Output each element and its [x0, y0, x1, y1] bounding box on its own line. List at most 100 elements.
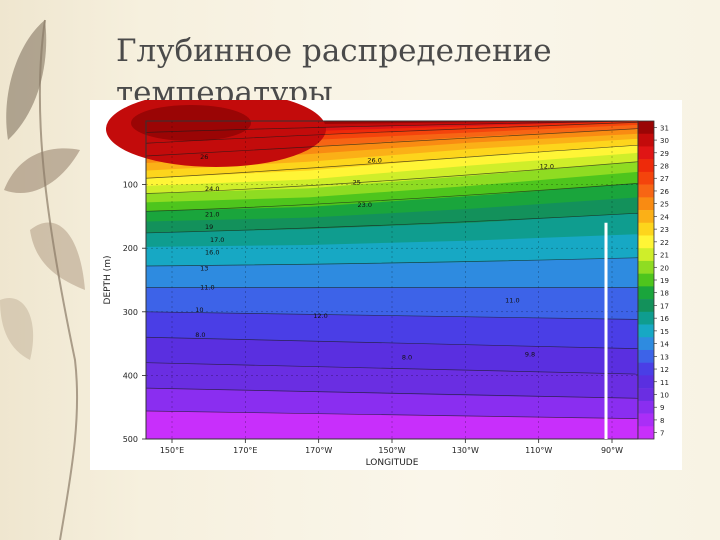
- colorbar-tick-label: 28: [660, 163, 669, 171]
- contour-line: [145, 362, 639, 375]
- colorbar-tick-label: 29: [660, 150, 669, 158]
- contour-line: [145, 121, 639, 144]
- colorbar-tick-label: 22: [660, 239, 669, 247]
- colorbar-swatch: [638, 273, 654, 287]
- x-tick-label: 110°W: [525, 446, 552, 455]
- x-tick-label: 90°W: [601, 446, 623, 455]
- colorbar-swatch: [638, 413, 654, 427]
- colorbar-swatch: [638, 311, 654, 325]
- colorbar-swatch: [638, 349, 654, 363]
- colorbar-tick-label: 27: [660, 175, 669, 183]
- y-tick-label: 300: [123, 308, 138, 317]
- colorbar-frame: [637, 120, 655, 440]
- colorbar-swatch: [638, 222, 654, 236]
- contour-label: 9.8: [525, 350, 535, 358]
- colorbar-swatch: [638, 197, 654, 211]
- warm-pool-core: [131, 105, 251, 141]
- temperature-depth-chart: 26 26.0 25 24.0 23.0 21.0 19 17.0 16.0 13 12.0 11.0…: [103, 91, 669, 468]
- leaf-shape: [0, 298, 34, 360]
- colorbar-swatch: [638, 171, 654, 185]
- colorbar-tick-label: 15: [660, 328, 669, 336]
- colorbar-tick-label: 8: [660, 417, 664, 425]
- x-tick-label: 170°E: [233, 446, 257, 455]
- leaf-shape: [30, 222, 85, 290]
- colorbar-swatch: [638, 362, 654, 376]
- colorbar-swatch: [638, 184, 654, 198]
- colorbar-tick-label: 9: [660, 404, 664, 412]
- colorbar-tick-label: 10: [660, 391, 669, 399]
- contour-label: 16.0: [205, 249, 219, 257]
- colorbar-swatch: [638, 299, 654, 313]
- colorbar-tick-label: 24: [660, 213, 669, 221]
- contour-line: [145, 336, 639, 350]
- y-tick-label: 400: [123, 371, 138, 380]
- contour-label: 10: [195, 306, 203, 314]
- colorbar-tick-label: 31: [660, 124, 669, 132]
- plot-gridlines: [146, 121, 638, 440]
- colorbar-swatch: [638, 426, 654, 440]
- colorbar-tick-label: 21: [660, 252, 669, 260]
- leaf-shape: [6, 20, 47, 140]
- contour-label: 25: [353, 179, 361, 187]
- contour-label: 23.0: [358, 201, 372, 209]
- colorbar-swatch: [638, 286, 654, 300]
- y-tick-label: 200: [123, 244, 138, 253]
- contour-line: [145, 410, 639, 419]
- contour-line: [145, 120, 639, 133]
- colorbar-tick-label: 14: [660, 341, 669, 349]
- colorbar-tick-label: 19: [660, 277, 669, 285]
- leaf-shape: [4, 148, 80, 194]
- colorbar-tick-label: 26: [660, 188, 669, 196]
- contour-line: [145, 257, 639, 267]
- colorbar-swatch: [638, 375, 654, 389]
- contour-label: 8.0: [402, 354, 412, 362]
- colorbar-swatch: [638, 235, 654, 249]
- colorbar-swatch: [638, 121, 654, 135]
- colorbar-tick-label: 20: [660, 264, 669, 272]
- leaf-stem: [38, 19, 79, 540]
- leaf-decoration: [0, 19, 85, 540]
- colorbar-swatch: [638, 260, 654, 274]
- contour-label: 17.0: [210, 236, 224, 244]
- contour-label: 13: [200, 264, 208, 272]
- contour-label: 19: [205, 223, 213, 231]
- contour-label: 21.0: [205, 210, 219, 218]
- x-tick-label: 170°W: [305, 446, 332, 455]
- y-axis-ticks: 100 200 300 400 500: [123, 181, 146, 444]
- x-axis-label: LONGITUDE: [366, 458, 419, 468]
- contour-line: [145, 212, 639, 234]
- colorbar-swatch: [638, 400, 654, 414]
- colorbar-swatch: [638, 324, 654, 338]
- contour-label: 12.0: [540, 163, 554, 171]
- colorbar-tick-label: 11: [660, 379, 669, 387]
- colorbar-tick-label: 25: [660, 201, 669, 209]
- colorbar-tick-label: 30: [660, 137, 669, 145]
- slide-title: Глубинное распределение температуры: [116, 33, 552, 102]
- contour-label: 11.0: [505, 296, 519, 304]
- contour-line: [145, 182, 639, 212]
- colorbar-swatch: [638, 159, 654, 173]
- colorbar-tick-label: 16: [660, 315, 669, 323]
- colorbar-tick-label: 12: [660, 366, 669, 374]
- y-axis-label: DEPTH (m): [103, 256, 113, 305]
- x-tick-label: 150°W: [378, 446, 405, 455]
- contour-label: 11.0: [200, 284, 214, 292]
- figure-panel: 26 26.0 25 24.0 23.0 21.0 19 17.0 16.0 13 12.0 11.0…: [90, 91, 682, 470]
- y-tick-label: 500: [123, 435, 138, 444]
- colorbar-swatch: [638, 248, 654, 262]
- x-axis-ticks: 150°E 170°E 170°W 150°W 130°W 110°W 90°W: [160, 439, 623, 455]
- colorbar-swatch: [638, 388, 654, 402]
- colorbar-tick-label: 7: [660, 430, 664, 438]
- y-tick-label: 100: [123, 181, 138, 190]
- colorbar-tick-label: 23: [660, 226, 669, 234]
- colorbar-tick-label: 13: [660, 353, 669, 361]
- contour-label: 26: [200, 153, 208, 161]
- contour-label: 24.0: [205, 185, 219, 193]
- contour-line: [145, 144, 639, 179]
- contour-label: 26.0: [367, 156, 381, 164]
- x-tick-label: 150°E: [160, 446, 184, 455]
- colorbar-swatch: [638, 146, 654, 160]
- contour-label: 12.0: [313, 312, 327, 320]
- colorbar: 31 30 29 28 27 26 25 24 23 22 21 20 19 18 17 16 15 14 13 12…: [637, 120, 669, 440]
- contour-line: [145, 311, 639, 320]
